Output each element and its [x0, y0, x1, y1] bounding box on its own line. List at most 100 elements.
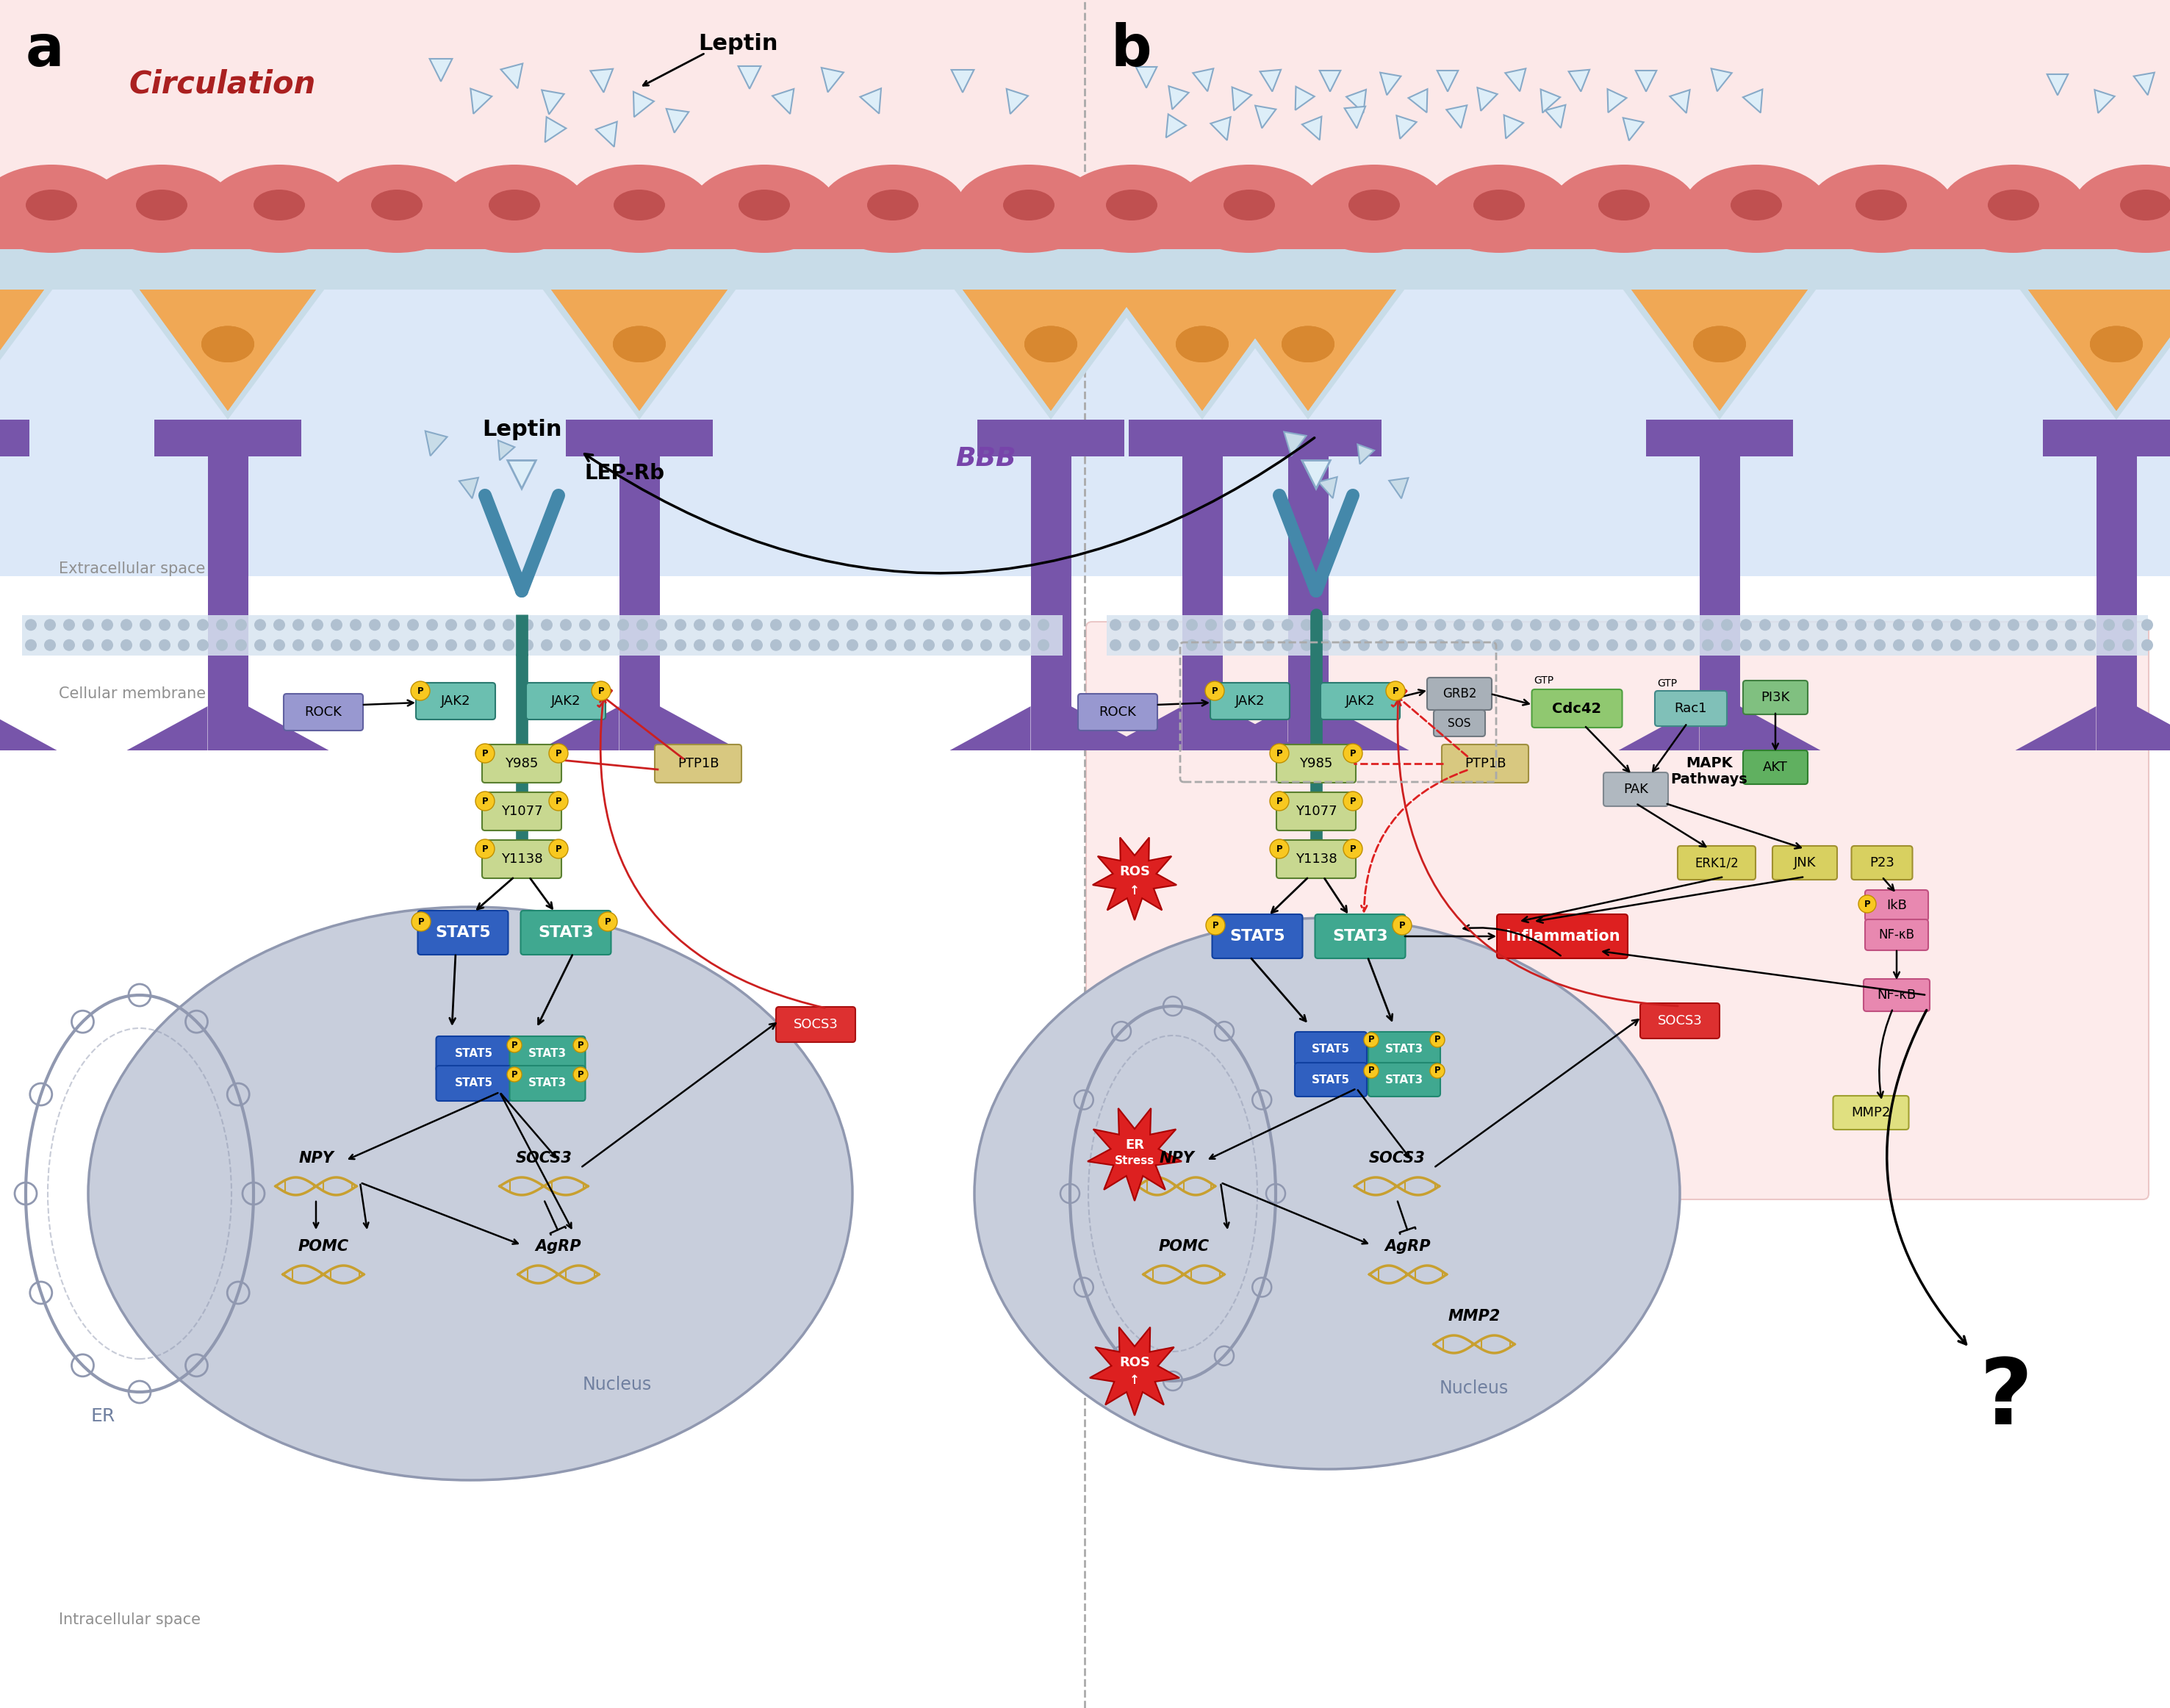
FancyBboxPatch shape — [417, 683, 495, 719]
Circle shape — [484, 639, 495, 651]
Circle shape — [770, 618, 781, 630]
FancyBboxPatch shape — [1743, 750, 1808, 784]
Circle shape — [1319, 639, 1332, 651]
Circle shape — [521, 618, 534, 630]
Circle shape — [475, 743, 495, 763]
Circle shape — [599, 639, 610, 651]
Text: P: P — [419, 917, 425, 926]
Circle shape — [1358, 618, 1369, 630]
Text: Y985: Y985 — [1300, 757, 1332, 770]
FancyBboxPatch shape — [1276, 840, 1356, 878]
Text: ↑: ↑ — [1131, 1373, 1139, 1387]
Circle shape — [43, 618, 56, 630]
Ellipse shape — [26, 190, 78, 220]
Polygon shape — [1345, 89, 1367, 113]
Circle shape — [1018, 618, 1031, 630]
Bar — [1107, 615, 2148, 656]
FancyBboxPatch shape — [1078, 693, 1157, 731]
Circle shape — [2066, 639, 2077, 651]
Circle shape — [484, 618, 495, 630]
Circle shape — [1000, 618, 1011, 630]
Text: Cdc42: Cdc42 — [1552, 702, 1601, 716]
Circle shape — [1836, 639, 1847, 651]
Polygon shape — [1072, 707, 1152, 750]
Polygon shape — [1094, 837, 1176, 921]
Polygon shape — [1113, 290, 1291, 412]
Circle shape — [293, 639, 304, 651]
Circle shape — [885, 618, 896, 630]
Bar — [0, 253, 1085, 576]
Circle shape — [1682, 639, 1695, 651]
Polygon shape — [1165, 114, 1187, 138]
Polygon shape — [1100, 707, 1183, 750]
Circle shape — [1263, 618, 1274, 630]
Circle shape — [636, 618, 649, 630]
Ellipse shape — [1599, 190, 1649, 220]
Text: Extracellular space: Extracellular space — [59, 562, 206, 576]
Circle shape — [2142, 618, 2153, 630]
Circle shape — [751, 618, 764, 630]
Polygon shape — [1632, 290, 1808, 412]
Polygon shape — [738, 67, 762, 89]
Text: Rac1: Rac1 — [1675, 702, 1708, 716]
Text: P: P — [605, 917, 612, 926]
Ellipse shape — [1693, 326, 1747, 362]
Text: Cellular membrane: Cellular membrane — [59, 687, 206, 700]
Ellipse shape — [612, 326, 666, 362]
Polygon shape — [1113, 290, 1291, 412]
Circle shape — [508, 1038, 521, 1052]
Polygon shape — [859, 89, 881, 114]
Circle shape — [1207, 915, 1226, 934]
Text: GRB2: GRB2 — [1443, 687, 1476, 700]
Circle shape — [1269, 743, 1289, 763]
Polygon shape — [126, 707, 208, 750]
Circle shape — [694, 618, 705, 630]
Circle shape — [1625, 618, 1636, 630]
Text: P: P — [556, 748, 562, 758]
Polygon shape — [1319, 70, 1341, 92]
FancyBboxPatch shape — [1211, 683, 1289, 719]
Ellipse shape — [820, 164, 966, 253]
Ellipse shape — [614, 190, 664, 220]
Polygon shape — [2133, 72, 2155, 96]
Text: P: P — [1367, 1066, 1374, 1076]
Polygon shape — [634, 92, 653, 118]
Text: Pathways: Pathways — [1671, 772, 1747, 786]
Circle shape — [1365, 1064, 1378, 1078]
Bar — [0, 420, 30, 456]
Circle shape — [1606, 618, 1619, 630]
Text: P: P — [1400, 921, 1406, 931]
Ellipse shape — [441, 164, 588, 253]
Circle shape — [197, 639, 208, 651]
Text: P: P — [1276, 748, 1282, 758]
Ellipse shape — [488, 190, 540, 220]
Bar — [1085, 208, 2170, 249]
Circle shape — [599, 618, 610, 630]
Circle shape — [1797, 639, 1810, 651]
Circle shape — [1378, 618, 1389, 630]
Ellipse shape — [1473, 190, 1526, 220]
Circle shape — [1434, 639, 1445, 651]
Circle shape — [1664, 618, 1675, 630]
Circle shape — [1037, 639, 1050, 651]
Circle shape — [312, 639, 323, 651]
Ellipse shape — [254, 190, 306, 220]
Circle shape — [1224, 639, 1237, 651]
Text: JAK2: JAK2 — [1235, 695, 1265, 707]
Text: Leptin: Leptin — [699, 32, 777, 55]
Circle shape — [388, 639, 399, 651]
Circle shape — [445, 639, 458, 651]
Circle shape — [1721, 639, 1734, 651]
Polygon shape — [1302, 461, 1330, 488]
Polygon shape — [2029, 290, 2170, 412]
Circle shape — [1269, 839, 1289, 859]
Circle shape — [1282, 639, 1293, 651]
Circle shape — [1797, 618, 1810, 630]
Ellipse shape — [1176, 326, 1228, 362]
Circle shape — [1586, 639, 1599, 651]
Circle shape — [217, 618, 228, 630]
Circle shape — [1037, 618, 1050, 630]
Circle shape — [254, 618, 267, 630]
Text: P: P — [1276, 844, 1282, 854]
Polygon shape — [1437, 70, 1458, 92]
